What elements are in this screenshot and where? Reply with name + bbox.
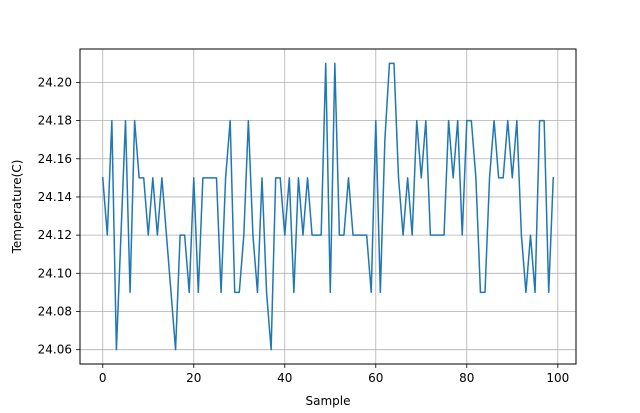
y-axis-label: Temperature(C) — [10, 160, 24, 255]
x-tick-label: 0 — [99, 371, 107, 385]
y-axis-ticks: 24.06 24.08 24.10 24.12 24.14 24.16 24.18 24.20 — [38, 75, 80, 357]
x-tick-label: 60 — [368, 371, 383, 385]
grid — [80, 49, 576, 364]
y-tick-label: 24.18 — [38, 114, 72, 128]
y-tick-label: 24.16 — [38, 152, 72, 166]
x-tick-label: 80 — [459, 371, 474, 385]
x-tick-label: 40 — [277, 371, 292, 385]
series-layer — [101, 62, 555, 351]
y-tick-label: 24.20 — [38, 75, 72, 89]
y-tick-label: 24.06 — [38, 343, 72, 357]
y-tick-label: 24.12 — [38, 228, 72, 242]
y-tick-label: 24.08 — [38, 305, 72, 319]
x-tick-label: 100 — [546, 371, 569, 385]
x-axis-ticks: 0 20 40 60 80 100 — [99, 364, 569, 385]
x-axis-label: Sample — [306, 394, 351, 408]
y-tick-label: 24.14 — [38, 190, 72, 204]
plot-area-frame — [79, 48, 577, 365]
y-tick-label: 24.10 — [38, 266, 72, 280]
x-tick-label: 20 — [186, 371, 201, 385]
temperature-series-line — [101, 62, 555, 351]
